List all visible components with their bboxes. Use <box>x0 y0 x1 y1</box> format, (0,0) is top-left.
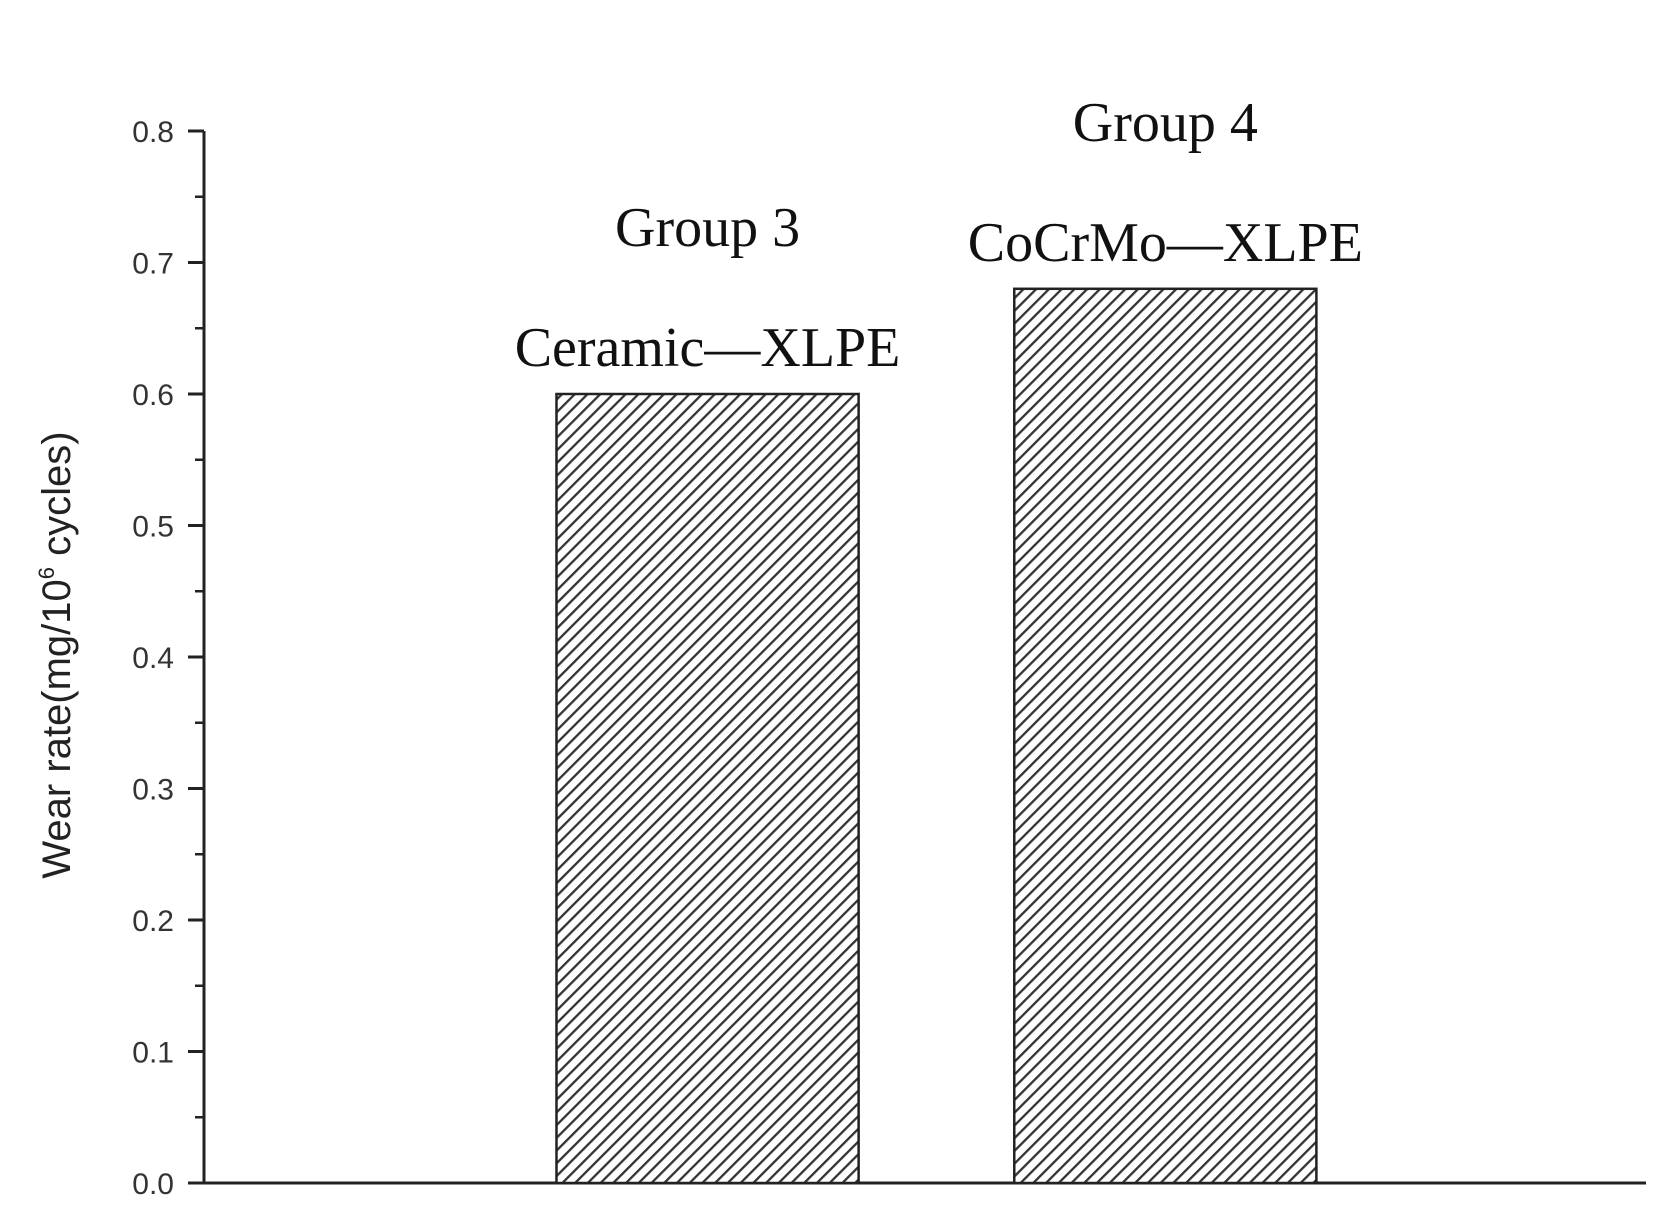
bar-group-label-2: Group 4 <box>1073 92 1258 154</box>
y-axis: 0.0 0.1 0.2 0.3 0.4 0.5 0.6 0.7 0.8 <box>132 116 206 1201</box>
y-tick-label: 0.4 <box>132 642 174 675</box>
y-tick-label: 0.2 <box>132 905 174 938</box>
y-axis-title: Wear rate(mg/106 cycles) <box>34 431 79 878</box>
y-tick-label: 0.5 <box>132 511 174 544</box>
bar-label-2: CoCrMo—XLPE <box>968 212 1363 274</box>
bar-label-1: Ceramic—XLPE <box>515 317 901 379</box>
y-axis-title-superscript: 6 <box>34 567 59 579</box>
y-tick-label: 0.8 <box>132 116 174 149</box>
y-axis-title-prefix: Wear rate(mg/10 <box>35 579 79 878</box>
bar-annotations: Ceramic—XLPE Group 3 CoCrMo—XLPE Group 4 <box>515 92 1363 379</box>
bar-1 <box>555 392 860 1185</box>
y-tick-label: 0.0 <box>132 1168 174 1201</box>
y-tick-label: 0.1 <box>132 1037 174 1070</box>
bar-group-label-1: Group 3 <box>615 197 800 259</box>
y-tick-label: 0.3 <box>132 774 174 807</box>
y-tick-label: 0.6 <box>132 379 174 412</box>
bars <box>555 287 1318 1185</box>
y-tick-label: 0.7 <box>132 248 174 281</box>
y-axis-title-suffix: cycles) <box>35 431 79 567</box>
bar-2 <box>1013 287 1318 1185</box>
